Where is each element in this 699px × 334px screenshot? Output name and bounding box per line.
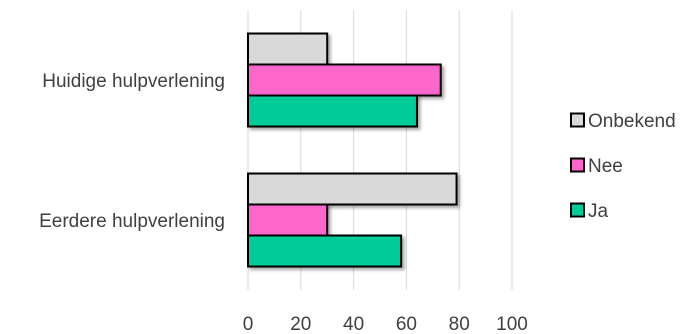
category-label: Eerdere hulpverlening <box>39 211 225 232</box>
bar-nee-1 <box>247 63 442 97</box>
x-tick-label: 40 <box>343 314 364 334</box>
legend-swatch-nee <box>570 157 585 173</box>
category-label: Huidige hulpverlening <box>42 71 225 92</box>
bar-onbekend-1 <box>247 32 329 66</box>
bar-ja-1 <box>247 94 418 128</box>
legend-swatch-ja <box>570 202 585 218</box>
value-axis-labels: 0 20 40 60 80 100 <box>243 314 528 334</box>
x-tick-label: 0 <box>243 314 254 334</box>
legend-label: Nee <box>588 156 623 177</box>
legend: Onbekend Nee Ja <box>570 111 676 222</box>
bar-ja-2 <box>247 234 403 268</box>
bar-onbekend-2 <box>247 172 458 206</box>
legend-label: Ja <box>588 201 609 222</box>
x-tick-label: 80 <box>449 314 470 334</box>
legend-label: Onbekend <box>588 111 676 132</box>
x-tick-label: 60 <box>396 314 417 334</box>
x-tick-label: 20 <box>290 314 311 334</box>
x-tick-label: 100 <box>496 314 528 334</box>
category-axis-labels: Huidige hulpverlening Eerdere hulpverleni… <box>39 71 225 232</box>
bars <box>247 32 458 268</box>
bar-nee-2 <box>247 203 329 237</box>
legend-swatch-onbekend <box>570 112 585 128</box>
